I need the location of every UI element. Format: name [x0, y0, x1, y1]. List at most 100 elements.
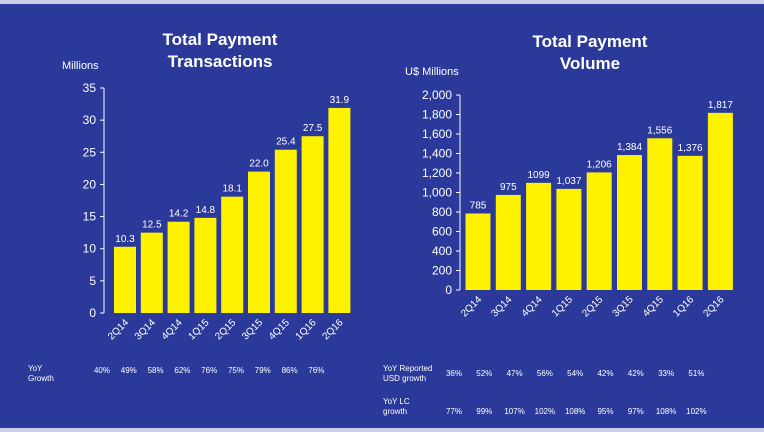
volume-bar-1Q16	[677, 155, 703, 290]
transactions-y-tick-label: 15	[83, 210, 97, 224]
volume-y-tick-label: 1,600	[422, 127, 452, 141]
transactions-yoy-growth-value: 76%	[308, 366, 325, 375]
volume-value-label: 1,817	[708, 100, 733, 111]
volume-value-label: 1,384	[617, 142, 642, 153]
transactions-value-label: 22.0	[249, 159, 269, 170]
transactions-value-label: 14.2	[169, 209, 189, 220]
volume-value-label: 1099	[527, 170, 550, 181]
bottom-border	[0, 428, 764, 432]
volume-usd-growth-value: 51%	[688, 369, 705, 378]
transactions-bar-1Q15	[194, 217, 217, 313]
transactions-y-tick-label: 10	[83, 242, 97, 256]
transactions-y-tick-label: 20	[83, 177, 97, 191]
volume-lc-growth-value: 102%	[686, 407, 707, 416]
transactions-value-label: 27.5	[303, 123, 323, 134]
transactions-y-tick-label: 5	[89, 274, 96, 288]
transactions-value-label: 25.4	[276, 137, 296, 148]
volume-usd-growth-value: 42%	[627, 369, 644, 378]
transactions-growth-label: YoY Growth	[28, 364, 54, 383]
volume-y-tick-label: 2,000	[422, 88, 452, 102]
transactions-bar-2Q15	[221, 196, 244, 313]
volume-lc-growth-value: 95%	[597, 407, 614, 416]
volume-y-tick-label: 1,400	[422, 147, 452, 161]
transactions-yoy-growth-value: 86%	[281, 366, 298, 375]
transactions-title-line2: Transactions	[167, 52, 273, 71]
transactions-category-label: 2Q15	[213, 317, 238, 342]
transactions-value-label: 14.8	[196, 205, 216, 216]
volume-lc-growth-value: 108%	[564, 407, 586, 416]
volume-lc-growth-value: 107%	[504, 407, 525, 416]
transactions-category-label: 3Q15	[240, 317, 265, 342]
volume-usd-growth-value: 54%	[567, 369, 584, 378]
transactions-category-label: 1Q16	[294, 317, 319, 342]
volume-y-tick-label: 600	[432, 225, 452, 239]
volume-y-tick-label: 1,200	[422, 166, 452, 180]
transactions-value-label: 10.3	[115, 234, 135, 245]
transactions-bar-2Q16	[328, 107, 351, 313]
volume-usd-growth-value: 36%	[445, 369, 462, 378]
volume-y-tick-label: 200	[432, 264, 452, 278]
volume-chart-title: Total Payment Volume	[490, 31, 690, 75]
volume-bar-1Q15	[556, 188, 582, 290]
volume-bar-2Q15	[586, 172, 612, 290]
transactions-category-label: 1Q15	[186, 317, 211, 342]
volume-lc-growth-value: 102%	[534, 407, 556, 416]
volume-usd-growth-label: YoY Reported USD growth	[383, 364, 433, 383]
volume-usd-growth-value: 33%	[658, 369, 675, 378]
transactions-yoy-growth-value: 49%	[120, 366, 137, 375]
volume-lc-growth-value: 97%	[627, 407, 644, 416]
transactions-category-label: 4Q15	[267, 317, 292, 342]
transactions-bar-1Q16	[301, 136, 324, 313]
transactions-value-label: 18.1	[222, 184, 242, 195]
volume-bar-2Q16	[707, 112, 733, 290]
transactions-yoy-growth-value: 75%	[227, 366, 244, 375]
volume-category-label: 2Q16	[701, 294, 726, 319]
volume-title-line1: Total Payment	[532, 32, 648, 51]
transactions-value-label: 12.5	[142, 220, 162, 231]
transactions-yoy-growth-value: 58%	[147, 366, 164, 375]
volume-usd-growth-value: 42%	[597, 369, 614, 378]
volume-bar-2Q14	[465, 213, 491, 290]
transactions-bar-4Q14	[167, 221, 190, 313]
volume-lc-growth-value: 99%	[476, 407, 493, 416]
volume-usd-growth-value: 56%	[536, 369, 553, 378]
transactions-y-tick-label: 35	[83, 81, 97, 95]
volume-bar-chart: 0 200 400 600 800 1,000 1,200 1,400 1,600 1,800 2,…	[422, 88, 733, 319]
volume-category-label: 4Q15	[641, 294, 666, 319]
volume-usd-growth-value: 47%	[506, 369, 523, 378]
volume-y-tick-label: 1,000	[422, 186, 452, 200]
volume-lc-growth-value: 108%	[655, 407, 677, 416]
volume-y-tick-label: 800	[432, 205, 452, 219]
volume-title-line2: Volume	[559, 54, 621, 73]
transactions-yoy-growth-value: 62%	[174, 366, 191, 375]
transactions-yoy-growth-value: 40%	[93, 366, 110, 375]
transactions-bar-2Q14	[114, 246, 136, 313]
volume-value-label: 785	[470, 200, 487, 211]
transactions-unit-label: Millions	[62, 60, 99, 72]
volume-category-label: 4Q14	[520, 294, 545, 319]
volume-category-label: 3Q15	[611, 294, 636, 319]
volume-bar-3Q15	[617, 155, 642, 290]
volume-value-label: 1,037	[556, 176, 581, 187]
transactions-y-tick-label: 0	[89, 306, 96, 320]
transactions-value-label: 31.9	[330, 95, 350, 106]
volume-category-label: 1Q15	[550, 294, 575, 319]
volume-usd-growth-value: 52%	[476, 369, 493, 378]
transactions-bar-4Q15	[274, 149, 297, 313]
volume-category-label: 3Q14	[489, 294, 514, 319]
volume-y-tick-label: 0	[445, 283, 452, 297]
volume-y-tick-label: 400	[432, 244, 452, 258]
transactions-title-line1: Total Payment	[162, 30, 278, 49]
transactions-bar-chart: 0 5 10 15 20 25 30 35 10.3 2Q14 12.5 3Q14 14.2 4Q14 14…	[83, 81, 351, 342]
volume-y-tick-label: 1,800	[422, 108, 452, 122]
volume-category-label: 1Q16	[671, 294, 696, 319]
volume-lc-growth-value: 77%	[445, 407, 462, 416]
volume-value-label: 1,556	[647, 125, 672, 136]
transactions-chart-title: Total Payment Transactions	[120, 29, 320, 73]
top-border	[0, 0, 764, 4]
transactions-y-tick-label: 30	[83, 113, 97, 127]
volume-value-label: 1,376	[678, 143, 703, 154]
volume-bar-4Q15	[647, 138, 673, 290]
